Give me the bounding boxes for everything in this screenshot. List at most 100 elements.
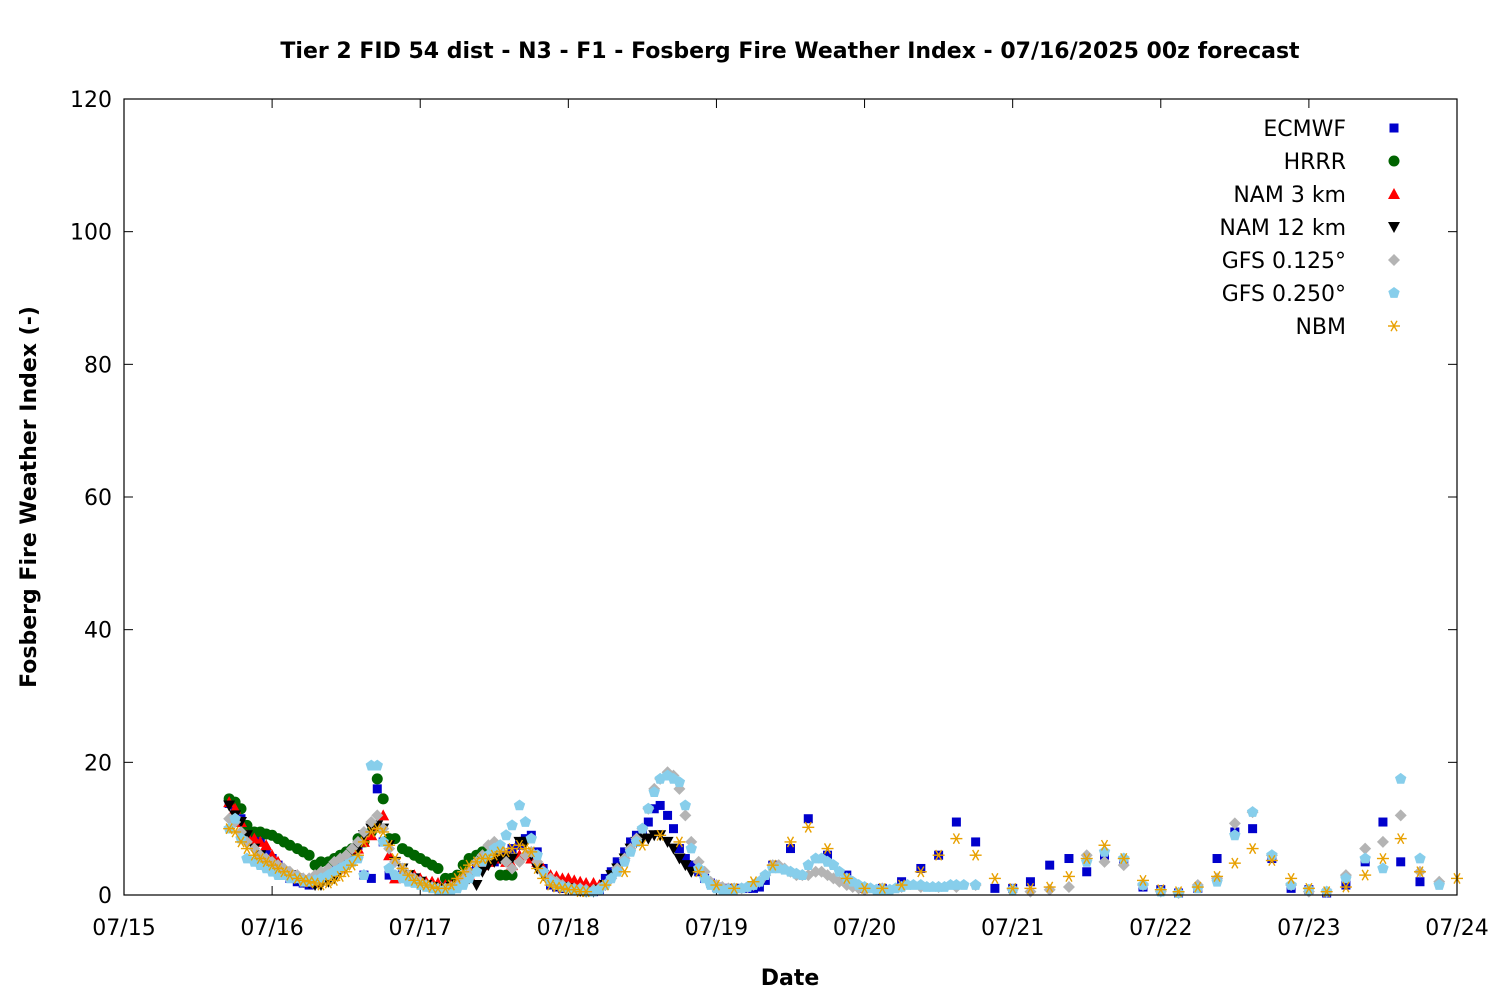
point-gfs-0-250 bbox=[833, 865, 846, 877]
point-ecmwf bbox=[990, 883, 1000, 893]
point-gfs-0-125 bbox=[1062, 881, 1075, 894]
point-gfs-0-250 bbox=[693, 862, 705, 874]
point-nbm bbox=[654, 829, 667, 841]
point-nbm bbox=[876, 882, 889, 894]
point-gfs-0-250 bbox=[802, 859, 814, 870]
point-hrrr bbox=[432, 862, 444, 874]
point-gfs-0-125 bbox=[357, 825, 370, 838]
point-ecmwf bbox=[384, 870, 394, 880]
point-gfs-0-125 bbox=[500, 855, 513, 868]
point-gfs-0-250 bbox=[383, 862, 395, 874]
point-gfs-0-250 bbox=[1266, 849, 1278, 861]
point-gfs-0-250 bbox=[1414, 852, 1426, 864]
point-nam-12-km bbox=[673, 853, 686, 865]
point-nbm bbox=[1191, 881, 1204, 893]
point-gfs-0-250 bbox=[1211, 875, 1223, 887]
point-gfs-0-250 bbox=[470, 865, 483, 877]
x-tick-label: 07/24 bbox=[1425, 916, 1488, 941]
y-tick-label: 120 bbox=[70, 88, 112, 113]
legend-marker-gfs-0-250 bbox=[1388, 287, 1400, 298]
point-nbm bbox=[950, 833, 963, 845]
point-gfs-0-250 bbox=[950, 879, 963, 890]
point-ecmwf bbox=[668, 824, 678, 834]
axis-ticks: 0 20 40 60 80 100 120 07/15 07/16 07/17 07/18 07/19… bbox=[70, 88, 1489, 941]
point-nbm bbox=[969, 849, 982, 861]
point-nbm bbox=[1117, 852, 1130, 865]
point-gfs-0-250 bbox=[519, 816, 532, 827]
point-ecmwf bbox=[916, 863, 926, 873]
point-gfs-0-125 bbox=[1098, 855, 1111, 868]
legend-label-nbm: NBM bbox=[1295, 315, 1346, 340]
point-nbm bbox=[1006, 882, 1019, 894]
point-nbm bbox=[895, 879, 908, 891]
x-tick-label: 07/18 bbox=[537, 916, 600, 941]
point-nbm bbox=[1024, 882, 1037, 894]
point-nbm bbox=[1062, 870, 1075, 882]
y-tick-label: 0 bbox=[98, 884, 112, 909]
point-gfs-0-250 bbox=[500, 829, 512, 841]
point-gfs-0-250 bbox=[673, 776, 686, 788]
point-nbm bbox=[314, 879, 327, 891]
point-ecmwf bbox=[261, 847, 271, 857]
point-nam-12-km bbox=[642, 833, 655, 845]
point-gfs-0-250 bbox=[1395, 772, 1407, 784]
point-gfs-0-250 bbox=[698, 872, 711, 884]
point-gfs-0-250 bbox=[759, 869, 771, 880]
point-gfs-0-250 bbox=[630, 835, 643, 847]
point-nbm bbox=[451, 872, 464, 884]
point-nbm bbox=[1080, 852, 1093, 865]
point-gfs-0-250 bbox=[513, 799, 526, 811]
point-ecmwf bbox=[1064, 854, 1074, 864]
point-nbm bbox=[357, 836, 370, 848]
legend-marker-nam-12-km bbox=[1388, 222, 1400, 233]
point-gfs-0-250 bbox=[907, 879, 920, 890]
point-gfs-0-250 bbox=[1377, 862, 1389, 874]
x-tick-label: 07/20 bbox=[833, 916, 896, 941]
point-gfs-0-250 bbox=[642, 802, 654, 814]
point-gfs-0-250 bbox=[1137, 879, 1149, 890]
point-gfs-0-250 bbox=[1285, 879, 1297, 890]
point-nbm bbox=[858, 882, 871, 894]
point-nbm bbox=[531, 862, 544, 875]
point-nbm bbox=[1098, 839, 1111, 851]
y-tick-label: 40 bbox=[84, 619, 112, 644]
point-gfs-0-250 bbox=[648, 786, 660, 797]
y-tick-label: 80 bbox=[84, 353, 112, 378]
point-nbm bbox=[1394, 833, 1407, 845]
point-ecmwf bbox=[1415, 877, 1425, 887]
point-nbm bbox=[303, 876, 316, 888]
point-gfs-0-250 bbox=[235, 832, 247, 844]
point-ecmwf bbox=[612, 857, 622, 867]
point-gfs-0-250 bbox=[618, 855, 631, 867]
point-ecmwf bbox=[663, 810, 673, 820]
plot-frame bbox=[123, 98, 1458, 896]
point-gfs-0-250 bbox=[611, 865, 623, 877]
point-nbm bbox=[1137, 874, 1150, 886]
point-hrrr bbox=[377, 793, 389, 805]
point-ecmwf bbox=[620, 847, 630, 857]
point-nbm bbox=[821, 843, 834, 855]
y-tick-label: 20 bbox=[84, 751, 112, 776]
point-ecmwf bbox=[1045, 860, 1055, 870]
point-ecmwf bbox=[372, 784, 382, 794]
legend-marker-ecmwf bbox=[1389, 123, 1399, 133]
point-nbm bbox=[377, 826, 390, 838]
point-nbm bbox=[932, 849, 945, 861]
point-gfs-0-250 bbox=[506, 819, 518, 831]
point-gfs-0-250 bbox=[1433, 879, 1445, 890]
legend-label-nam-3-km: NAM 3 km bbox=[1233, 183, 1346, 208]
y-axis-label: Fosberg Fire Weather Index (-) bbox=[17, 306, 42, 688]
point-gfs-0-125 bbox=[679, 809, 692, 822]
point-nbm bbox=[673, 836, 686, 848]
point-nbm bbox=[297, 874, 310, 886]
point-gfs-0-125 bbox=[346, 842, 359, 855]
point-nbm bbox=[235, 836, 248, 848]
point-nbm bbox=[383, 839, 396, 851]
point-ecmwf bbox=[823, 850, 833, 860]
point-ecmwf bbox=[1248, 824, 1258, 834]
legend-marker-hrrr bbox=[1388, 155, 1400, 167]
point-gfs-0-250 bbox=[1229, 829, 1241, 841]
point-ecmwf bbox=[1212, 854, 1222, 864]
point-nam-12-km bbox=[679, 860, 692, 872]
